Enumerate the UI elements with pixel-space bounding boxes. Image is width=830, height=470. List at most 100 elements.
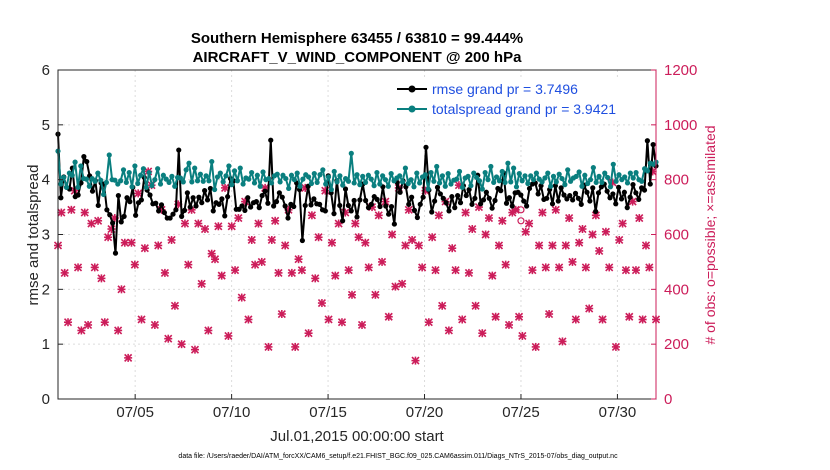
obs-assimilated-marker <box>568 257 577 266</box>
legend-marker-totalspread <box>408 105 416 113</box>
series-point-0 <box>432 198 438 204</box>
obs-assimilated-marker <box>214 222 223 231</box>
series-point-1 <box>533 170 540 176</box>
obs-assimilated-marker <box>501 260 510 269</box>
series-point-0 <box>187 204 193 210</box>
obs-assimilated-marker <box>494 241 504 250</box>
y-right-tick-label: 800 <box>664 172 689 189</box>
series-point-0 <box>121 213 127 219</box>
series-point-0 <box>181 207 188 213</box>
obs-assimilated-marker <box>60 268 69 277</box>
series-point-0 <box>276 190 282 196</box>
obs-assimilated-marker <box>601 227 610 236</box>
series-point-1 <box>132 163 138 169</box>
series-point-1 <box>479 186 485 192</box>
series-point-1 <box>240 181 246 187</box>
series-point-1 <box>630 175 636 181</box>
obs-assimilated-marker <box>384 312 393 321</box>
y-right-tick-label: 600 <box>664 227 689 244</box>
series-point-0 <box>647 181 653 187</box>
series-point-0 <box>420 194 426 200</box>
series-point-1 <box>237 165 243 171</box>
series-point-1 <box>320 167 326 173</box>
series-point-0 <box>383 203 389 209</box>
series-point-1 <box>323 181 329 187</box>
series-point-1 <box>448 181 454 187</box>
obs-assimilated-marker <box>327 238 337 247</box>
obs-assimilated-marker <box>120 238 129 247</box>
obs-assimilated-marker <box>575 238 584 247</box>
obs-assimilated-marker <box>504 320 514 330</box>
series-point-0 <box>84 158 90 165</box>
obs-assimilated-marker <box>210 255 220 264</box>
series-point-0 <box>558 185 564 191</box>
obs-assimilated-marker <box>434 211 443 220</box>
series-point-0 <box>302 202 308 209</box>
series-point-0 <box>423 144 429 150</box>
series-point-0 <box>202 188 208 194</box>
series-point-0 <box>526 185 533 192</box>
series-point-0 <box>112 250 119 256</box>
series-point-0 <box>199 200 205 206</box>
obs-assimilated-marker <box>77 326 86 335</box>
obs-assimilated-marker <box>197 279 206 288</box>
series-point-0 <box>133 212 139 218</box>
obs-assimilated-marker <box>451 266 460 275</box>
series-point-1 <box>92 178 98 184</box>
series-point-1 <box>214 174 221 180</box>
series-point-0 <box>498 188 504 194</box>
obs-assimilated-marker <box>354 233 363 242</box>
series-point-1 <box>380 173 386 179</box>
obs-assimilated-marker <box>244 315 253 324</box>
obs-assimilated-marker <box>578 224 587 234</box>
series-point-1 <box>539 179 545 185</box>
series-point-1 <box>439 173 446 179</box>
series-point-0 <box>621 189 627 195</box>
series-point-1 <box>183 167 189 173</box>
obs-assimilated-marker <box>67 205 76 214</box>
series-point-1 <box>177 175 184 181</box>
series-point-1 <box>351 180 357 186</box>
series-point-0 <box>222 213 228 219</box>
series-point-1 <box>485 177 491 183</box>
series-point-0 <box>81 154 87 160</box>
legend-box <box>392 79 648 121</box>
series-point-0 <box>509 203 515 209</box>
series-point-0 <box>282 203 288 209</box>
obs-assimilated-marker <box>337 318 347 327</box>
series-point-1 <box>362 179 369 186</box>
obs-assimilated-marker <box>361 238 370 247</box>
obs-assimilated-marker <box>377 257 387 266</box>
series-point-0 <box>75 192 81 198</box>
obs-assimilated-marker <box>555 263 564 272</box>
series-point-1 <box>354 172 360 178</box>
obs-assimilated-marker <box>461 208 470 217</box>
obs-assimilated-marker <box>645 263 654 272</box>
obs-assimilated-marker <box>488 271 497 280</box>
series-point-1 <box>317 172 323 178</box>
obs-assimilated-marker <box>364 263 373 272</box>
series-point-0 <box>368 201 374 207</box>
series-point-0 <box>190 195 196 201</box>
obs-assimilated-marker <box>204 326 213 335</box>
series-point-0 <box>225 194 231 200</box>
series-point-0 <box>107 212 113 218</box>
series-point-0 <box>561 192 567 198</box>
series-point-1 <box>368 176 374 182</box>
series-point-0 <box>299 237 305 244</box>
series-point-0 <box>414 214 420 221</box>
series-point-1 <box>189 179 195 185</box>
series-point-1 <box>283 175 289 182</box>
series-point-1 <box>616 172 622 178</box>
series-point-1 <box>414 170 420 176</box>
obs-assimilated-marker <box>588 230 597 239</box>
obs-assimilated-marker <box>438 301 447 310</box>
series-point-0 <box>279 194 285 200</box>
series-point-1 <box>639 178 645 184</box>
series-point-1 <box>602 170 608 176</box>
series-point-1 <box>365 172 371 178</box>
obs-assimilated-marker <box>331 271 340 280</box>
series-point-1 <box>522 173 528 179</box>
legend-marker-rmse <box>408 85 416 93</box>
series-point-0 <box>308 202 314 208</box>
